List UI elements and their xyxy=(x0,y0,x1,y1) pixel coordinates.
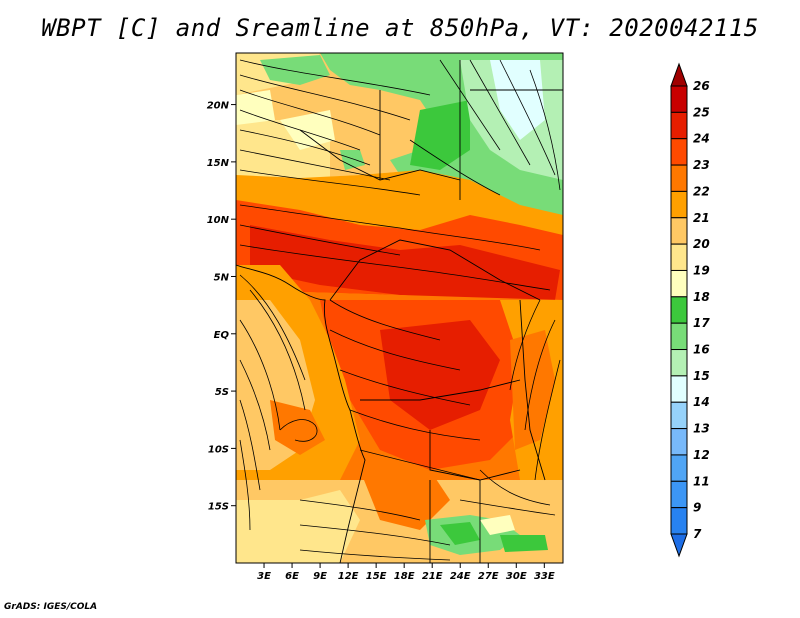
colorbar-label: 25 xyxy=(693,105,710,119)
colorbar-swatch xyxy=(670,454,688,482)
lon-tick-label: 21E xyxy=(422,571,443,582)
lon-tick-label: 24E xyxy=(450,571,471,582)
colorbar-label: 9 xyxy=(693,501,701,515)
colorbar-label: 19 xyxy=(693,263,710,277)
lat-tick-label: 5N xyxy=(214,272,230,283)
lon-tick-label: 27E xyxy=(478,571,499,582)
lon-tick-label: 6E xyxy=(285,571,299,582)
colorbar-label: 14 xyxy=(693,395,710,409)
colorbar-swatch xyxy=(670,480,688,509)
colorbar-swatch xyxy=(670,269,688,298)
colorbar-label: 22 xyxy=(693,184,710,198)
colorbar-label: 18 xyxy=(693,290,710,304)
chart-title: WBPT [C] and Sreamline at 850hPa, VT: 20… xyxy=(41,14,759,42)
coastlines-borders xyxy=(236,60,563,563)
colorbar-label: 24 xyxy=(693,132,710,146)
latitude-axis: 20N 15N 10N 5N EQ 5S 10S 15S xyxy=(207,101,236,513)
colorbar-label: 11 xyxy=(693,474,710,488)
colorbar-bottom-triangle xyxy=(670,533,688,558)
colorbar-swatch xyxy=(670,243,688,271)
colorbar-label: 21 xyxy=(693,211,710,225)
colorbar-label: 26 xyxy=(693,79,710,93)
colorbar-swatch xyxy=(670,111,688,140)
colorbar-swatch xyxy=(670,375,688,403)
colorbar-label: 20 xyxy=(693,237,710,251)
lat-tick-label: 5S xyxy=(215,387,229,398)
credit-label: GrADS: IGES/COLA xyxy=(4,602,98,612)
colorbar-swatch xyxy=(670,507,688,535)
colorbar-label: 12 xyxy=(693,448,710,462)
lon-tick-label: 15E xyxy=(366,571,387,582)
wbpt-field xyxy=(236,53,563,563)
colorbar-top-triangle xyxy=(670,62,688,87)
longitude-axis: 3E 6E 9E 12E 15E 18E 21E 24E 27E 30E 33E xyxy=(257,563,555,582)
lon-tick-label: 12E xyxy=(338,571,359,582)
map-frame xyxy=(235,52,564,564)
lat-tick-label: 10N xyxy=(207,215,230,226)
colorbar-swatch xyxy=(670,428,688,456)
colorbar-swatch xyxy=(670,85,688,113)
colorbar-swatch xyxy=(670,217,688,245)
lon-tick-label: 9E xyxy=(313,571,327,582)
lon-tick-label: 18E xyxy=(394,571,415,582)
lat-tick-label: 10S xyxy=(208,444,229,455)
colorbar-label: 23 xyxy=(693,158,710,172)
lon-tick-label: 30E xyxy=(506,571,527,582)
lon-tick-label: 33E xyxy=(534,571,555,582)
lon-tick-label: 3E xyxy=(257,571,271,582)
lat-tick-label: 20N xyxy=(207,101,230,112)
colorbar-label: 7 xyxy=(693,527,702,541)
colorbar-label: 17 xyxy=(693,316,710,330)
colorbar-swatch xyxy=(670,401,688,430)
colorbar-label: 13 xyxy=(693,422,710,436)
colorbar-swatch xyxy=(670,138,688,166)
colorbar-label: 16 xyxy=(693,343,710,357)
colorbar-swatch xyxy=(670,349,688,377)
colorbar-label: 15 xyxy=(693,369,710,383)
colorbar-swatch xyxy=(670,322,688,351)
colorbar-swatch xyxy=(670,296,688,324)
lat-tick-label: 15N xyxy=(207,158,230,169)
lat-tick-label: 15S xyxy=(208,502,229,513)
colorbar-swatch xyxy=(670,190,688,219)
colorbar: 26 25 24 23 22 21 20 19 18 17 16 15 14 13 12 11 9 7 xyxy=(670,62,710,558)
lat-tick-label: EQ xyxy=(214,330,230,341)
colorbar-swatch xyxy=(670,164,688,192)
